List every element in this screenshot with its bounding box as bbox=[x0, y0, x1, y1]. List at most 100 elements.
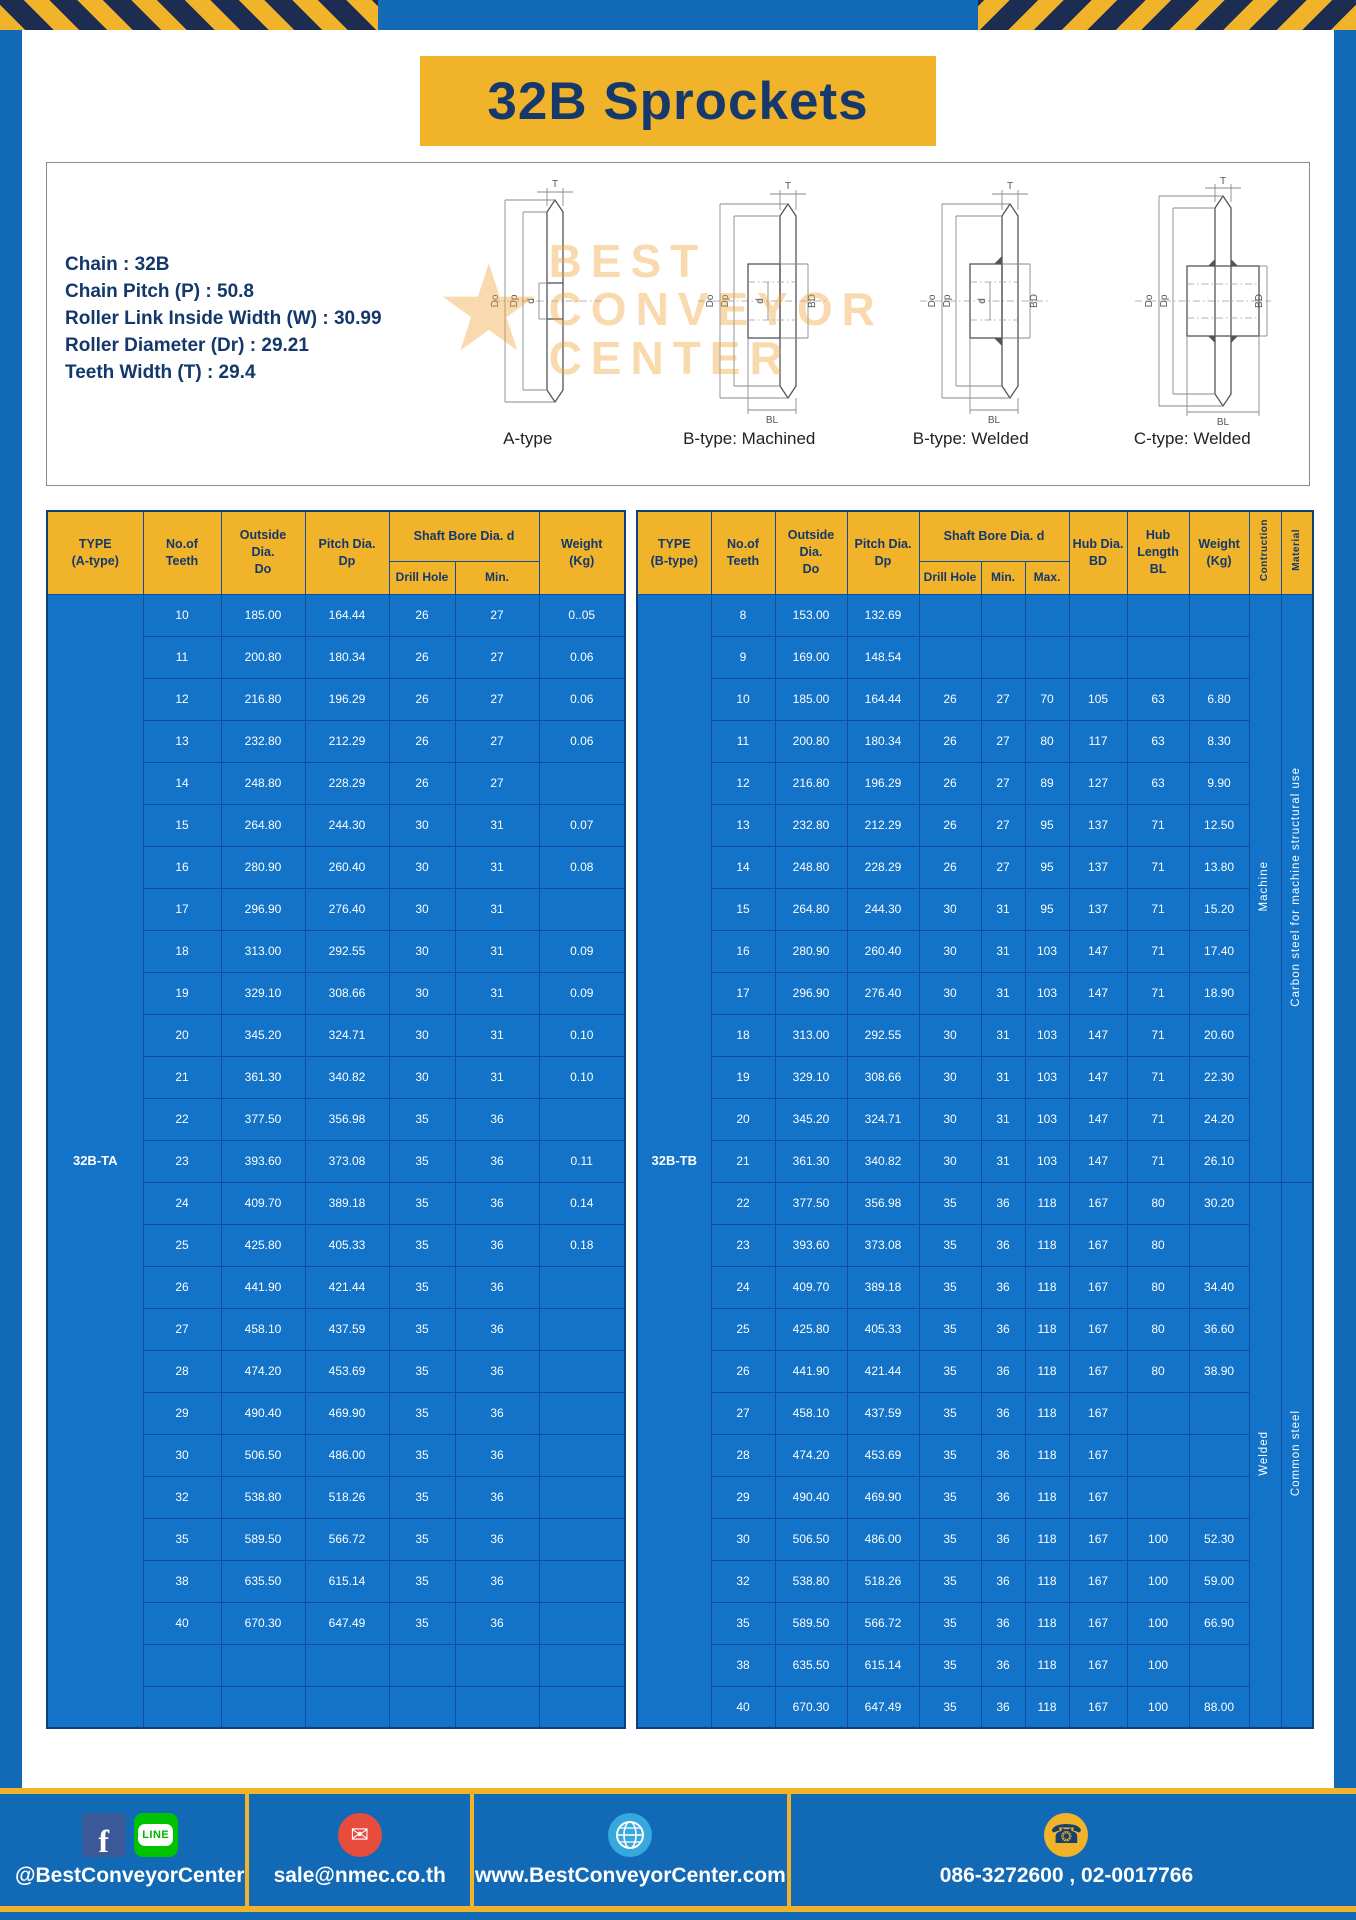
data-cell: 27 bbox=[710, 1391, 776, 1435]
col-header-pitch-dia: Pitch Dia. Dp bbox=[304, 510, 390, 595]
data-cell: 167 bbox=[1068, 1517, 1128, 1561]
data-cell: 0.10 bbox=[538, 1055, 626, 1099]
data-cell: 10 bbox=[142, 593, 222, 637]
data-cell: 324.71 bbox=[304, 1013, 390, 1057]
line-icon: LINE bbox=[133, 1812, 178, 1857]
data-cell: 100 bbox=[1126, 1643, 1190, 1687]
table-row: 29 490.40 469.90 35 36 118 167 bbox=[637, 1475, 1313, 1519]
dim-label-bl: BL bbox=[988, 415, 1001, 426]
col-header-material: Material bbox=[1280, 510, 1314, 595]
email-address: sale@nmec.co.th bbox=[273, 1863, 446, 1887]
data-cell: 25 bbox=[142, 1223, 222, 1267]
col-header-shaft-bore-group: Shaft Bore Dia. d bbox=[388, 510, 540, 562]
data-cell: 167 bbox=[1068, 1475, 1128, 1519]
data-cell: 30 bbox=[142, 1433, 222, 1477]
table-row: 30 506.50 486.00 35 36 118 167 100 52.30 bbox=[637, 1517, 1313, 1561]
table-row: 19 329.10 308.66 30 31 0.09 bbox=[47, 971, 626, 1015]
data-cell: 32 bbox=[710, 1559, 776, 1603]
social-handle: @BestConveyorCenter bbox=[15, 1863, 245, 1887]
data-cell: 31 bbox=[980, 1139, 1026, 1183]
website-url: www.BestConveyorCenter.com bbox=[474, 1863, 786, 1887]
data-cell: 103 bbox=[1024, 929, 1070, 973]
table-row: 13 232.80 212.29 26 27 95 137 71 12.50 bbox=[637, 803, 1313, 847]
data-cell bbox=[538, 1643, 626, 1687]
data-cell bbox=[1024, 593, 1070, 637]
data-cell: 340.82 bbox=[846, 1139, 920, 1183]
data-cell: 276.40 bbox=[846, 971, 920, 1015]
data-cell: 118 bbox=[1024, 1265, 1070, 1309]
b-type-table: TYPE (B-type) No.of Teeth Outside Dia. D… bbox=[636, 510, 1315, 1729]
data-cell: 9 bbox=[710, 635, 776, 679]
data-cell: 30 bbox=[918, 887, 982, 931]
data-cell: 566.72 bbox=[304, 1517, 390, 1561]
data-cell bbox=[980, 635, 1026, 679]
data-cell: 11 bbox=[142, 635, 222, 679]
data-cell: 458.10 bbox=[220, 1307, 306, 1351]
data-cell: 80 bbox=[1126, 1181, 1190, 1225]
figure-b-type-machined: T Do Dp d BD bbox=[641, 175, 859, 449]
data-cell: 35 bbox=[388, 1139, 456, 1183]
data-cell: 25 bbox=[710, 1307, 776, 1351]
data-cell: 292.55 bbox=[846, 1013, 920, 1057]
table-row: 22 377.50 356.98 35 36 118 167 80 30.20 Welded Com… bbox=[637, 1181, 1314, 1729]
data-cell: 137 bbox=[1068, 803, 1128, 847]
top-hazard-band bbox=[0, 0, 1356, 30]
data-cell: 30 bbox=[388, 845, 456, 889]
data-cell: 31 bbox=[980, 1013, 1026, 1057]
data-cell: 409.70 bbox=[220, 1181, 306, 1225]
data-cell: 167 bbox=[1068, 1391, 1128, 1435]
data-cell: 437.59 bbox=[304, 1307, 390, 1351]
data-cell: 6.80 bbox=[1188, 677, 1250, 721]
col-header-weight: Weight (Kg) bbox=[538, 510, 626, 595]
phone-numbers: 086-3272600 , 02-0017766 bbox=[939, 1863, 1194, 1887]
email-icon: ✉ bbox=[337, 1812, 382, 1857]
social-icons: f LINE bbox=[81, 1812, 178, 1857]
data-cell: 31 bbox=[454, 803, 540, 847]
data-cell bbox=[538, 1391, 626, 1435]
data-cell bbox=[918, 593, 982, 637]
data-cell: 164.44 bbox=[846, 677, 920, 721]
data-cell: 12.50 bbox=[1188, 803, 1250, 847]
data-cell: 24 bbox=[142, 1181, 222, 1225]
data-cell: 12 bbox=[142, 677, 222, 721]
data-cell: 31 bbox=[454, 845, 540, 889]
data-cell bbox=[1188, 1391, 1250, 1435]
dim-label-do: Do bbox=[705, 294, 716, 307]
table-row: 21 361.30 340.82 30 31 103 147 71 26.10 bbox=[637, 1139, 1313, 1183]
dim-label-d: d bbox=[526, 298, 537, 304]
dim-label-do: Do bbox=[927, 294, 938, 307]
table-row: 27 458.10 437.59 35 36 118 167 bbox=[637, 1391, 1313, 1435]
col-header-shaft-bore-group: Shaft Bore Dia. d bbox=[918, 510, 1070, 562]
data-cell: 15 bbox=[142, 803, 222, 847]
data-cell: 26 bbox=[918, 677, 982, 721]
data-cell: 185.00 bbox=[774, 677, 848, 721]
data-cell bbox=[1188, 1475, 1250, 1519]
data-cell bbox=[1126, 1475, 1190, 1519]
data-cell: 216.80 bbox=[774, 761, 848, 805]
data-cell: 28 bbox=[710, 1433, 776, 1477]
col-header-max: Max. bbox=[1024, 560, 1070, 595]
spec-roller-width: Roller Link Inside Width (W) : 30.99 bbox=[65, 308, 382, 329]
data-cell: 329.10 bbox=[774, 1055, 848, 1099]
data-cell: 30 bbox=[388, 1013, 456, 1057]
data-cell: 35 bbox=[388, 1475, 456, 1519]
data-cell: 405.33 bbox=[304, 1223, 390, 1267]
data-cell: 248.80 bbox=[774, 845, 848, 889]
data-cell: 313.00 bbox=[774, 1013, 848, 1057]
data-cell: 36 bbox=[454, 1307, 540, 1351]
data-cell: 647.49 bbox=[304, 1601, 390, 1645]
data-cell: 15 bbox=[710, 887, 776, 931]
data-cell bbox=[220, 1685, 306, 1729]
data-cell: 27 bbox=[980, 677, 1026, 721]
data-cell: 88.00 bbox=[1188, 1685, 1250, 1729]
footer-bottom-line bbox=[0, 1906, 1356, 1912]
data-cell: 63 bbox=[1126, 719, 1190, 763]
dim-label-bd: BD bbox=[807, 294, 818, 308]
table-row: 35 589.50 566.72 35 36 118 167 100 66.90 bbox=[637, 1601, 1313, 1645]
data-cell: 21 bbox=[710, 1139, 776, 1183]
data-cell: 490.40 bbox=[220, 1391, 306, 1435]
data-cell: 105 bbox=[1068, 677, 1128, 721]
dim-label-do: Do bbox=[1144, 294, 1155, 307]
data-cell: 118 bbox=[1024, 1685, 1070, 1729]
b-type-welded-drawing: T Do Dp d BD bbox=[919, 181, 1048, 426]
